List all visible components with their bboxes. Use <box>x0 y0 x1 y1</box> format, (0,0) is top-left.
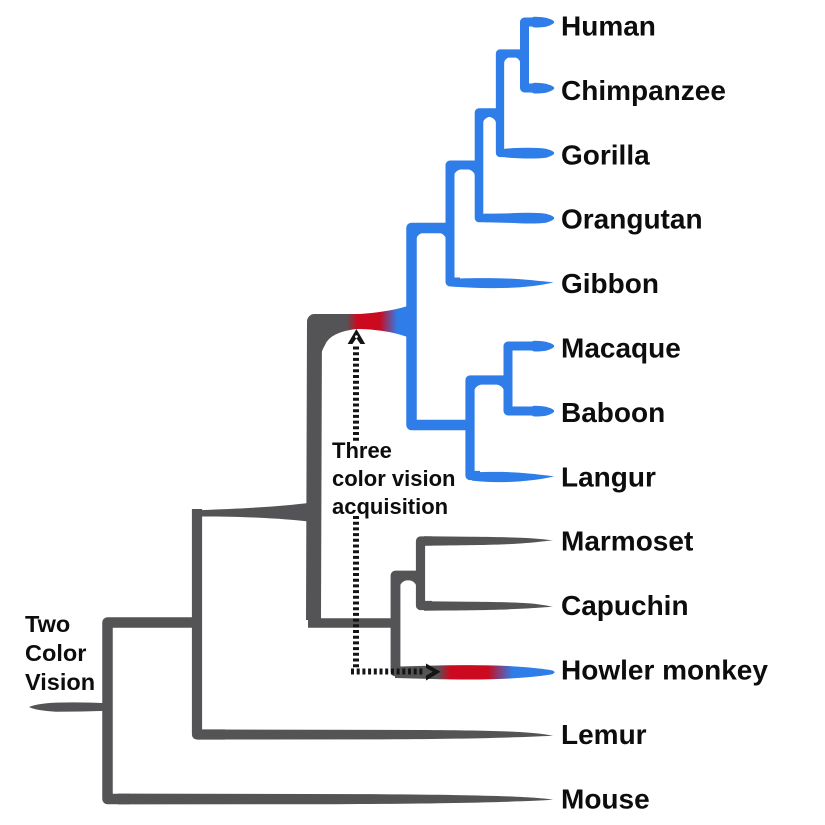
svg-text:Gibbon: Gibbon <box>561 268 659 299</box>
svg-text:Two: Two <box>25 611 70 637</box>
svg-text:Howler monkey: Howler monkey <box>561 655 768 686</box>
svg-text:Gorilla: Gorilla <box>561 139 650 170</box>
svg-text:Macaque: Macaque <box>561 333 681 364</box>
svg-text:Vision: Vision <box>25 669 95 695</box>
svg-text:Lemur: Lemur <box>561 719 647 750</box>
svg-text:Human: Human <box>561 11 656 42</box>
svg-text:color vision: color vision <box>332 466 455 491</box>
svg-text:Langur: Langur <box>561 461 656 492</box>
svg-text:Baboon: Baboon <box>561 397 665 428</box>
svg-text:Mouse: Mouse <box>561 783 650 814</box>
svg-text:acquisition: acquisition <box>332 494 448 519</box>
svg-text:Chimpanzee: Chimpanzee <box>561 75 726 106</box>
svg-text:Marmoset: Marmoset <box>561 526 693 557</box>
svg-text:Capuchin: Capuchin <box>561 590 689 621</box>
svg-text:Orangutan: Orangutan <box>561 204 703 235</box>
svg-text:Color: Color <box>25 640 86 666</box>
svg-text:Three: Three <box>332 438 392 463</box>
